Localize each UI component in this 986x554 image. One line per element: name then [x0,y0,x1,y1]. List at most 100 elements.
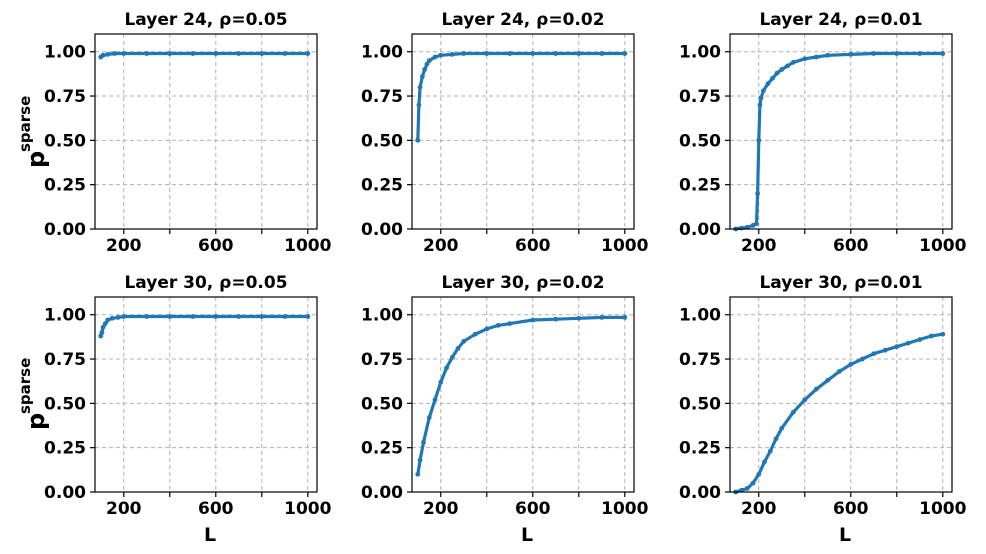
data-point [871,51,877,56]
data-point [472,331,478,337]
data-point [882,347,888,353]
plot-frame [94,33,318,230]
y-tick-label: 0.50 [679,394,721,414]
data-point [530,51,536,56]
data-point [144,314,150,319]
data-point [112,51,117,56]
data-point [622,51,628,56]
series-line [99,51,310,59]
plot-frame [729,33,953,230]
plot-frame [411,33,635,230]
series-line [734,51,945,231]
y-tick-label: 1.00 [679,43,721,63]
data-point [905,340,911,346]
data-point [770,75,775,81]
data-point [419,74,425,79]
x-tick-label: 1000 [601,499,648,519]
data-point [767,448,773,454]
data-point [461,338,467,344]
data-point [305,314,311,319]
y-axis-label-bottom: p sparse [16,358,50,430]
data-point [99,330,105,335]
data-point [762,459,767,465]
ylabel-main: p [22,151,50,168]
y-tick-label: 0.75 [44,87,86,107]
data-point [449,354,455,360]
x-axis-label-col3: L [839,524,851,546]
data-point [236,314,242,319]
subplot-title: Layer 24, ρ=0.05 [124,10,287,30]
data-point [144,51,150,56]
data-point [417,84,423,90]
data-point [259,314,265,319]
data-point [739,225,744,231]
data-point [105,51,111,57]
data-point [305,51,311,56]
y-tick-label: 0.50 [679,131,721,151]
y-tick-label: 0.25 [361,176,403,196]
x-tick-label: 600 [515,499,551,519]
y-tick-label: 0.50 [361,131,403,151]
data-point [422,67,428,72]
x-tick-label: 200 [741,499,777,519]
plot-frame [729,296,953,493]
data-point [553,51,559,56]
series-line [416,315,627,476]
data-point [424,61,430,67]
y-tick-label: 0.00 [44,220,86,240]
x-tick-label: 200 [106,499,142,519]
y-tick-label: 1.00 [679,306,721,326]
subplot-5: 0.00 0.25 0.50 0.75 1.00 200 600 1000 Layer 30, … [361,273,649,519]
data-point [760,88,766,94]
data-point [507,51,513,56]
data-point [461,51,467,56]
subplot-title: Layer 24, ρ=0.01 [759,10,922,30]
subplot-grid: 0.00 0.25 0.50 0.75 1.00 200 600 1000 Layer 24, … [44,10,967,519]
data-point [121,51,127,56]
data-point [813,386,819,392]
data-point [754,221,759,227]
data-point [859,356,865,362]
y-tick-label: 0.75 [679,87,721,107]
data-point [416,102,422,108]
data-point [432,54,438,60]
data-point [438,379,444,385]
data-point [802,397,808,403]
x-tick-label: 1000 [919,499,966,519]
data-point [282,314,288,319]
y-tick-label: 0.50 [44,394,86,414]
subplot-6: 0.00 0.25 0.50 0.75 1.00 200 600 1000 Layer 30, … [679,273,967,519]
y-tick-label: 0.25 [679,439,721,459]
x-tick-label: 200 [423,236,459,256]
data-point [415,137,421,143]
data-point [750,480,756,486]
y-tick-label: 0.75 [679,350,721,370]
x-axis-label-col1: L [204,524,216,546]
data-point [259,51,265,56]
data-point [622,314,628,320]
x-tick-label: 600 [198,236,234,256]
x-tick-label: 200 [423,499,459,519]
y-tick-label: 1.00 [361,306,403,326]
data-point [102,321,108,326]
x-tick-label: 200 [741,236,777,256]
series-line [99,314,310,338]
ylabel-sub: sparse [16,358,34,414]
data-point [421,439,426,445]
y-tick-label: 0.75 [361,350,403,370]
y-tick-label: 0.50 [44,131,86,151]
x-tick-label: 600 [198,499,234,519]
x-axis-label-col2: L [521,524,533,546]
data-point [282,51,288,56]
data-point [848,361,854,367]
y-tick-label: 1.00 [44,306,86,326]
subplot-2: 0.00 0.25 0.50 0.75 1.00 200 600 1000 Layer 24, … [361,10,649,256]
data-point [100,52,106,58]
data-point [785,63,790,69]
plot-frame [94,296,318,493]
data-point [790,59,796,65]
y-tick-label: 0.25 [44,176,86,196]
data-point [438,52,444,58]
data-point [495,322,501,328]
